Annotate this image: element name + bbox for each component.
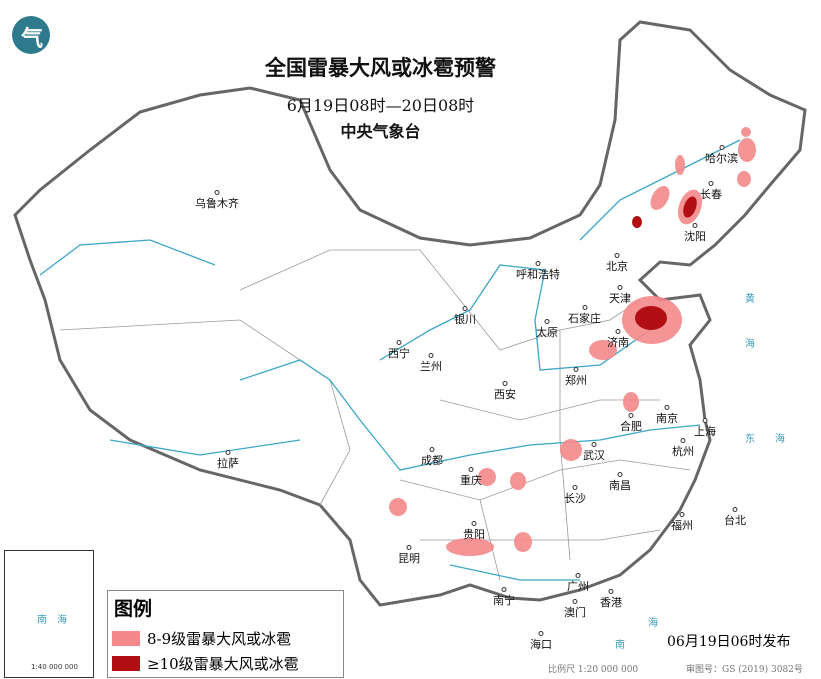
map-title: 全国雷暴大风或冰雹预警	[265, 56, 496, 80]
city-label: 长春	[700, 188, 722, 201]
city-label: 澳门	[564, 606, 586, 619]
map-scale: 比例尺 1:20 000 000	[548, 665, 639, 675]
sea-label: 黄	[745, 294, 755, 305]
legend-title: 图例	[114, 598, 153, 620]
warning-area	[389, 498, 407, 516]
sea-label: 海	[775, 434, 785, 445]
city-label: 郑州	[565, 374, 587, 387]
cma-logo: 气	[12, 16, 50, 54]
warning-area	[510, 472, 526, 490]
city-label: 济南	[607, 336, 629, 349]
city-label: 长沙	[564, 492, 586, 505]
warning-area	[738, 138, 756, 162]
severe-warning-area	[683, 196, 697, 218]
city-label: 上海	[694, 425, 716, 438]
city-label: 石家庄	[568, 312, 601, 325]
city-label: 西宁	[388, 347, 410, 360]
city-label: 合肥	[620, 420, 642, 433]
legend-swatch	[112, 631, 140, 646]
city-label: 银川	[454, 313, 476, 326]
issue-time: 06月19日06时发布	[667, 634, 791, 650]
city-label: 南京	[656, 412, 678, 425]
valid-period: 6月19日08时—20日08时	[286, 96, 475, 115]
severe-warning-area	[632, 216, 642, 228]
inset-sea-label: 南	[37, 615, 47, 626]
sea-label: 南	[615, 640, 625, 651]
city-label: 贵阳	[463, 528, 485, 541]
warning-area	[560, 439, 582, 461]
inset-sea-label: 海	[57, 615, 67, 626]
city-label: 台北	[724, 514, 746, 527]
warning-area	[514, 532, 532, 552]
city-label: 拉萨	[217, 457, 239, 470]
warning-area	[741, 127, 751, 137]
warning-area	[675, 155, 685, 175]
city-label: 香港	[600, 596, 622, 609]
city-label: 重庆	[460, 474, 482, 487]
city-label: 成都	[421, 454, 443, 467]
city-label: 福州	[671, 519, 693, 532]
city-label: 南昌	[609, 479, 631, 492]
city-label: 广州	[567, 580, 589, 593]
warning-area	[478, 468, 496, 486]
south-china-sea-inset: 南 海 1:40 000 000	[4, 550, 94, 678]
city-label: 海口	[530, 638, 552, 651]
legend-item: ≥10级雷暴大风或冰雹	[112, 653, 299, 674]
sea-label: 海	[745, 339, 755, 350]
city-label: 南宁	[493, 594, 515, 607]
legend-item: 8-9级雷暴大风或冰雹	[112, 628, 291, 649]
logo-glyph: 气	[21, 27, 44, 52]
issuer: 中央气象台	[340, 122, 421, 141]
sea-label: 东	[745, 434, 755, 445]
legend-swatch	[112, 656, 140, 671]
severe-warning-area	[635, 306, 667, 330]
city-label: 太原	[536, 326, 558, 339]
city-label: 西安	[494, 388, 516, 401]
city-label: 北京	[606, 260, 628, 273]
city-label: 沈阳	[684, 230, 706, 243]
warning-area	[446, 538, 494, 556]
city-label: 昆明	[398, 552, 420, 565]
city-label: 哈尔滨	[705, 152, 738, 165]
city-label: 天津	[609, 292, 631, 305]
legend: 图例 8-9级雷暴大风或冰雹 ≥10级雷暴大风或冰雹	[107, 590, 344, 678]
legend-label: 8-9级雷暴大风或冰雹	[147, 630, 292, 648]
city-label: 呼和浩特	[516, 268, 560, 281]
legend-label: ≥10级雷暴大风或冰雹	[147, 655, 299, 673]
city-label: 兰州	[420, 360, 442, 373]
warning-area	[650, 186, 670, 210]
severe-warning-areas	[632, 196, 697, 330]
city-label: 武汉	[583, 449, 605, 462]
city-label: 杭州	[672, 445, 694, 458]
sea-label: 海	[648, 618, 658, 629]
warning-area	[737, 171, 751, 187]
inset-scale: 1:40 000 000	[31, 663, 78, 671]
city-label: 乌鲁木齐	[195, 197, 239, 210]
warning-area	[623, 392, 639, 412]
map-approval-number: 审图号：GS (2019) 3082号	[686, 665, 803, 675]
